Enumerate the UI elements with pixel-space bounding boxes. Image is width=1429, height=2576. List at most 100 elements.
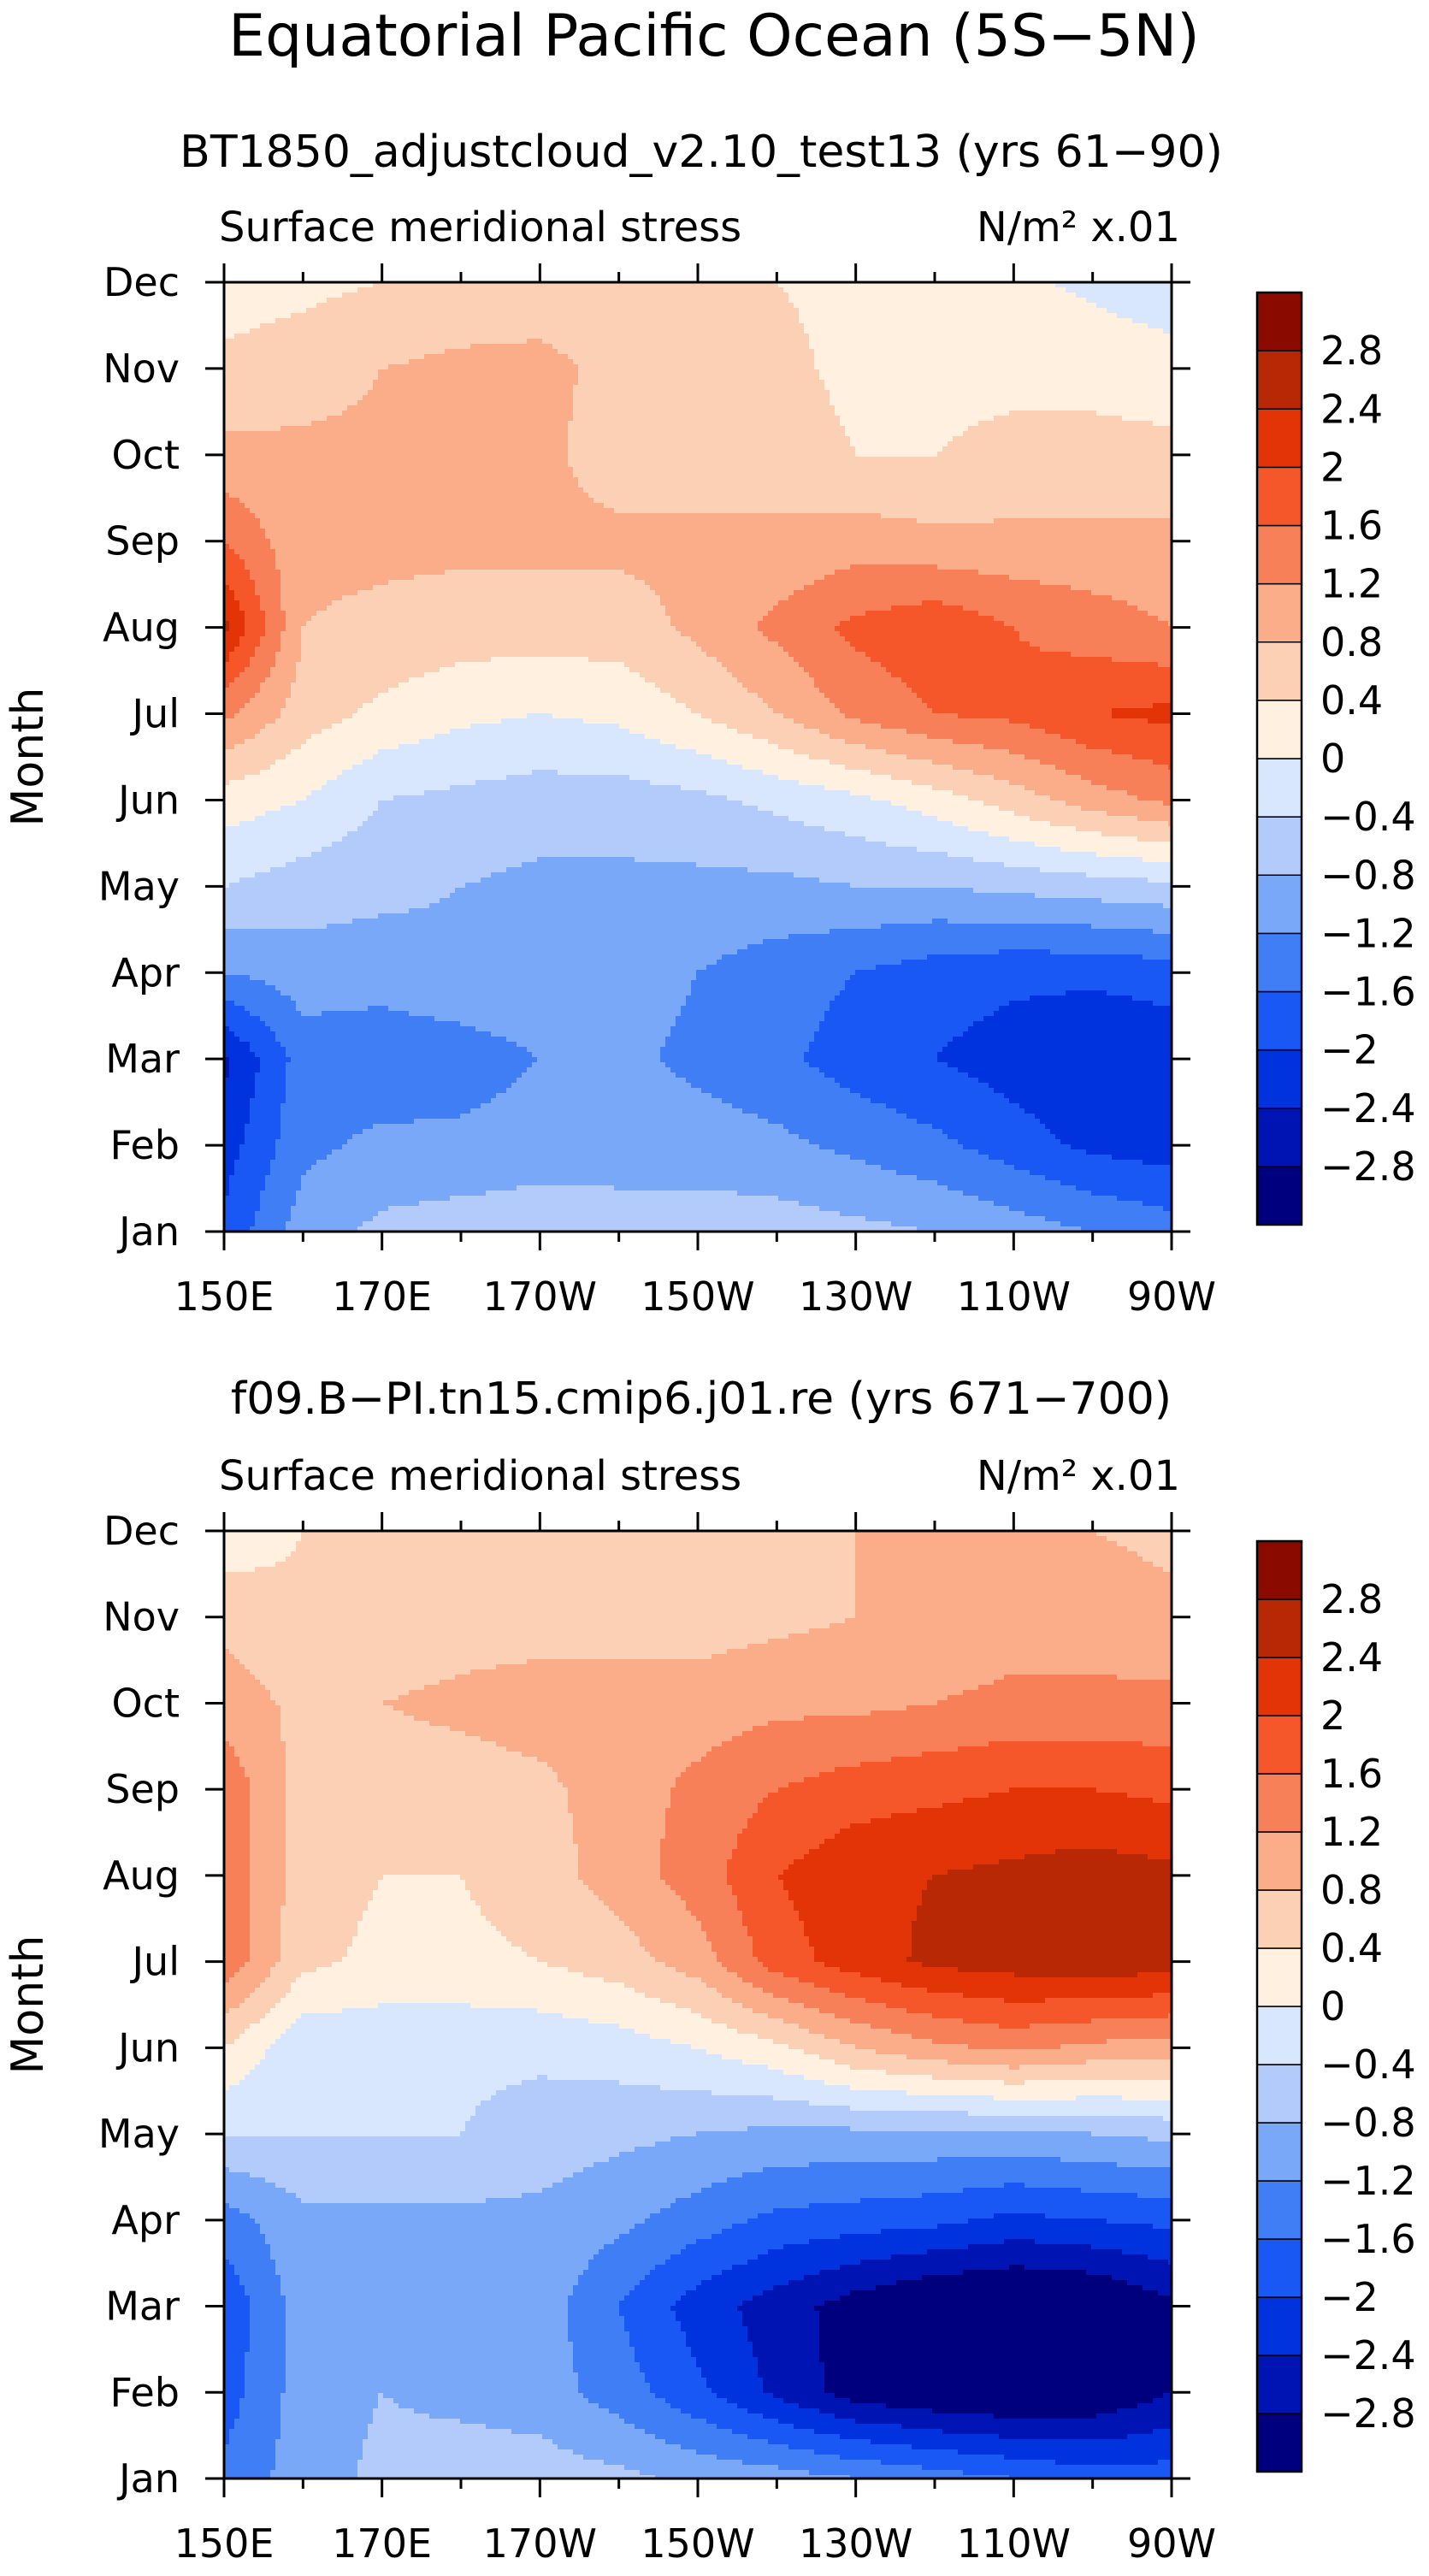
colorbar-label: −2 <box>1320 2274 1379 2320</box>
colorbar-swatch <box>1257 467 1302 525</box>
colorbar-label: 1.6 <box>1320 1751 1383 1797</box>
colorbar-swatch <box>1257 759 1302 817</box>
colorbar-swatch <box>1257 700 1302 759</box>
x-tick-label: 170E <box>332 2520 432 2567</box>
colorbar-swatch <box>1257 875 1302 933</box>
figure: Equatorial Pacific Ocean (5S−5N) BT1850_… <box>0 0 1429 2576</box>
y-tick-label: Feb <box>110 2369 180 2415</box>
colorbar-label: −2.4 <box>1320 1085 1416 1131</box>
y-tick-label: Mar <box>105 1036 180 1082</box>
colorbar-swatch <box>1257 351 1302 409</box>
colorbar-label: −1.6 <box>1320 969 1416 1015</box>
x-tick-label: 170W <box>483 2520 597 2567</box>
x-tick-label: 110W <box>957 1273 1071 1320</box>
colorbar-label: 2.4 <box>1320 1634 1383 1681</box>
colorbar-label: −2.4 <box>1320 2332 1416 2378</box>
colorbar-swatch <box>1257 1774 1302 1832</box>
colorbar-swatch <box>1257 1541 1302 1599</box>
y-axis-label: Month <box>3 688 54 827</box>
filled-contours <box>224 282 1172 1232</box>
panel-1: BT1850_adjustcloud_v2.10_test13 (yrs 61−… <box>3 127 1416 1320</box>
colorbar-swatch <box>1257 2065 1302 2123</box>
variable-label: Surface meridional stress <box>219 1452 741 1500</box>
colorbar-swatch <box>1257 642 1302 700</box>
panel-title: f09.B−PI.tn15.cmip6.j01.re (yrs 671−700) <box>231 1374 1172 1425</box>
colorbar-label: 0.4 <box>1320 1925 1383 1971</box>
colorbar-label: 0.4 <box>1320 677 1383 724</box>
y-tick-label: Jan <box>116 1208 180 1255</box>
x-tick-label: 90W <box>1127 2520 1216 2567</box>
colorbar-label: 2.8 <box>1320 328 1383 374</box>
colorbar-swatch <box>1257 1108 1302 1167</box>
colorbar-swatch <box>1257 2355 1302 2414</box>
colorbar-swatch <box>1257 992 1302 1050</box>
colorbar: −2.8 −2.4 −2 −1.6 −1.2 −0.8 −0.4 0 0.4 0.8 1.2 1.6 2… <box>1257 1541 1416 2472</box>
x-tick-label: 150W <box>641 1273 754 1320</box>
y-axis-label: Month <box>3 1935 54 2075</box>
colorbar: −2.8−2.4−2−1.6−1.2−0.8−0.400.40.81.21.62… <box>1257 292 1416 1225</box>
colorbar-swatch <box>1257 2297 1302 2355</box>
x-tick-label: 170W <box>483 1273 597 1320</box>
colorbar-label: 0.8 <box>1320 1867 1383 1913</box>
y-tick-label: Apr <box>111 949 180 996</box>
units-label: N/m² x.01 <box>977 1452 1180 1500</box>
units-label: N/m² x.01 <box>977 204 1180 251</box>
colorbar-swatch <box>1257 2123 1302 2181</box>
y-tick-label: Jun <box>115 777 180 823</box>
y-tick-label: Dec <box>103 259 180 305</box>
colorbar-swatch <box>1257 526 1302 584</box>
x-tick-label: 150E <box>174 2520 275 2567</box>
colorbar-swatch <box>1257 1948 1302 2006</box>
y-tick-label: Jun <box>115 2024 180 2071</box>
colorbar-swatch <box>1257 1050 1302 1108</box>
colorbar-label: 2 <box>1320 1693 1345 1739</box>
colorbar-label: 0 <box>1320 736 1345 782</box>
y-tick-label: Aug <box>103 1852 180 1899</box>
y-tick-label: Nov <box>103 1594 180 1640</box>
colorbar-swatch <box>1257 1716 1302 1774</box>
colorbar-swatch <box>1257 1657 1302 1716</box>
colorbar-swatch <box>1257 409 1302 467</box>
x-tick-label: 130W <box>799 1273 912 1320</box>
y-tick-label: Nov <box>103 346 180 392</box>
y-tick-label: Jul <box>129 1939 180 1985</box>
y-tick-label: Jan <box>116 2455 180 2502</box>
colorbar-swatch <box>1257 1599 1302 1657</box>
y-tick-label: May <box>98 2111 180 2157</box>
colorbar-label: −0.4 <box>1320 794 1416 840</box>
colorbar-swatch <box>1257 817 1302 875</box>
figure-title: Equatorial Pacific Ocean (5S−5N) <box>228 3 1200 70</box>
y-tick-label: Aug <box>103 605 180 651</box>
colorbar-label: 1.2 <box>1320 1809 1383 1855</box>
colorbar-label: −0.8 <box>1320 852 1416 898</box>
x-tick-label: 150E <box>174 1273 275 1320</box>
colorbar-label: −1.2 <box>1320 910 1416 956</box>
colorbar-swatch <box>1257 1890 1302 1948</box>
colorbar-swatch <box>1257 2006 1302 2065</box>
colorbar-label: −2.8 <box>1320 1143 1416 1190</box>
y-tick-label: Jul <box>129 691 180 737</box>
y-tick-label: Oct <box>111 1680 180 1726</box>
colorbar-label: −1.2 <box>1320 2158 1416 2204</box>
colorbar-label: 1.2 <box>1320 561 1383 607</box>
colorbar-label: −2.8 <box>1320 2390 1416 2437</box>
y-tick-label: May <box>98 863 180 909</box>
x-tick-label: 170E <box>332 1273 432 1320</box>
y-tick-label: Apr <box>111 2197 180 2243</box>
y-tick-label: Sep <box>105 1766 180 1812</box>
colorbar-label: −0.8 <box>1320 2100 1416 2146</box>
colorbar-label: 0.8 <box>1320 619 1383 665</box>
colorbar-label: 1.6 <box>1320 503 1383 549</box>
x-tick-label: 110W <box>957 2520 1071 2567</box>
colorbar-label: 2 <box>1320 444 1345 490</box>
colorbar-swatch <box>1257 1832 1302 1890</box>
colorbar-swatch <box>1257 2414 1302 2472</box>
colorbar-label: 0 <box>1320 1983 1345 2029</box>
colorbar-label: −0.4 <box>1320 2041 1416 2088</box>
y-tick-label: Mar <box>105 2284 180 2330</box>
colorbar-swatch <box>1257 584 1302 642</box>
y-tick-label: Sep <box>105 518 180 564</box>
colorbar-label: −1.6 <box>1320 2216 1416 2262</box>
x-tick-label: 90W <box>1127 1273 1216 1320</box>
colorbar-label: 2.4 <box>1320 386 1383 432</box>
